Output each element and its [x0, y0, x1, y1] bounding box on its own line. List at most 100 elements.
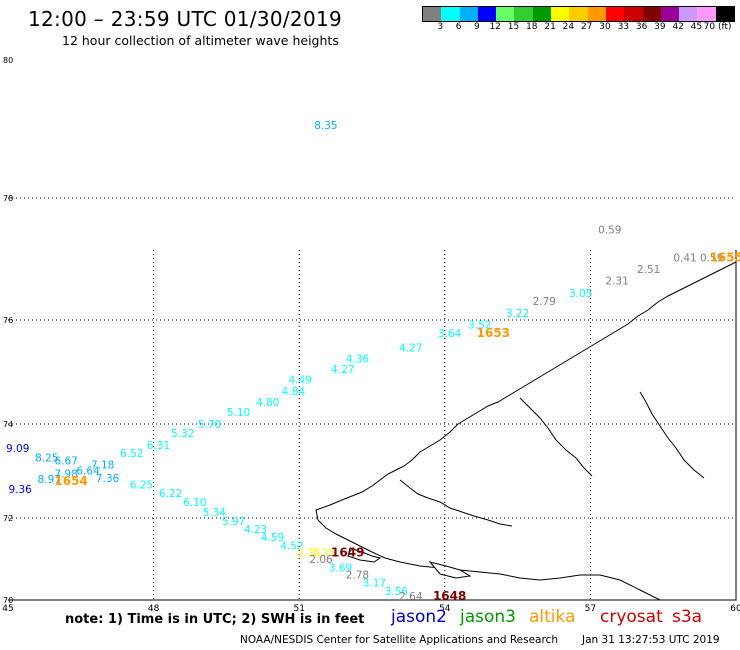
wave-height-value: 6.64	[76, 465, 100, 477]
wave-height-value: 6.22	[159, 488, 182, 500]
color-scale-label: 39	[654, 22, 666, 32]
color-scale-label: 3	[437, 22, 444, 32]
wave-height-value: 3.64	[438, 328, 462, 340]
wave-height-value: 9.36	[8, 484, 32, 496]
map-title: 12:00 – 23:59 UTC 01/30/2019	[28, 7, 343, 31]
wave-height-value: 2.25	[312, 548, 335, 560]
wave-height-value: 4.84	[282, 386, 306, 398]
wave-height-value: 5.97	[222, 516, 245, 528]
wave-height-value: 5.32	[171, 428, 194, 440]
color-swatch	[551, 7, 570, 21]
color-swatch	[624, 7, 643, 21]
wave-height-value: 2.31	[605, 276, 628, 288]
wave-height-value: 4.49	[288, 374, 311, 386]
wave-height-value: 4.27	[331, 364, 354, 376]
satellite-legend-jason3: jason3	[460, 607, 516, 627]
wave-height-value: 3.05	[569, 288, 592, 300]
map-subtitle: 12 hour collection of altimeter wave hei…	[62, 33, 339, 48]
pass-time-label: 1649	[331, 546, 364, 560]
color-swatch	[496, 7, 515, 21]
pass-time-label: 1648	[433, 589, 466, 603]
color-scale-label: 21	[544, 22, 556, 32]
wave-height-value: 2.78	[346, 570, 369, 582]
wave-height-value: 4.59	[261, 532, 284, 544]
wave-height-values: 8.35 0.59 0.41 0.59 2.51 2.31 2.79 3.05 3.22 3.52…	[6, 120, 723, 603]
lat-tick-label: 74	[3, 420, 13, 429]
wave-height-value: 9.09	[6, 443, 29, 455]
satellite-legend-s3a: s3a	[672, 607, 703, 627]
wave-height-value: 3.17	[363, 577, 386, 589]
wave-height-value: 2.64	[399, 591, 423, 603]
axis-tick-labels: 45 48 51 54 57 60 70 72 74 76 78 80	[2, 56, 740, 614]
wave-height-value: 7.98	[55, 469, 78, 481]
wave-height-value: 7.18	[91, 460, 114, 472]
color-scale-label: 6	[455, 22, 462, 32]
wave-height-value: 3.56	[385, 586, 409, 598]
pass-time-labels: 1655 1653 1654 1649 1648	[54, 250, 740, 603]
wave-height-value: 3.69	[329, 562, 352, 574]
color-scale-label: 15	[507, 22, 520, 32]
satellite-legend-jason2: jason2	[391, 607, 447, 627]
wave-height-value: 4.23	[244, 524, 267, 536]
lat-tick-label: 78	[3, 194, 13, 203]
color-scale-label: 70 (ft)	[703, 22, 732, 32]
color-swatch	[532, 7, 552, 21]
lon-tick-label: 60	[730, 604, 740, 614]
graticule	[8, 197, 736, 600]
color-swatch	[514, 7, 533, 21]
wave-height-value: 2.79	[533, 296, 556, 308]
wave-height-value: 8.35	[314, 120, 337, 132]
wave-height-value: 4.80	[256, 397, 279, 409]
wave-height-value: 8.97	[38, 474, 61, 486]
color-swatch	[715, 7, 735, 21]
island-southeast	[428, 561, 472, 579]
wave-height-value: 2.51	[637, 264, 660, 276]
color-scale-label: 42	[672, 22, 684, 32]
wave-height-value: 2.25	[297, 548, 320, 560]
coastline-novaya-zemlya	[315, 261, 737, 601]
wave-height-value: 6.52	[120, 448, 143, 460]
color-scale-label: 12	[489, 22, 501, 32]
color-scale-label: 27	[580, 22, 593, 32]
island-south	[347, 547, 382, 563]
color-scale-labels: 3 6 9 12 15 18 21 24 27 30 33 36 39 42 45 70 (ft)	[422, 22, 740, 34]
lat-tick-label: 72	[3, 514, 13, 523]
wave-height-value: 5.34	[203, 507, 227, 519]
lon-tick-label: 51	[293, 604, 304, 614]
lat-tick-label: 80	[3, 56, 13, 65]
color-scale-bar	[422, 6, 736, 22]
wave-height-value: 4.27	[399, 343, 422, 355]
generation-timestamp: Jan 31 13:27:53 UTC 2019	[582, 634, 720, 646]
color-swatch	[697, 7, 716, 21]
color-swatch	[679, 7, 698, 21]
color-scale-label: 24	[562, 22, 575, 32]
coastline-east-inlet	[639, 391, 705, 479]
lon-tick-label: 45	[2, 604, 13, 614]
wave-height-value: 7.36	[96, 473, 120, 485]
color-scale-label: 33	[617, 22, 630, 32]
wave-height-value: 3.52	[468, 319, 491, 331]
lat-tick-label: 70	[3, 596, 13, 605]
pass-time-label: 1654	[54, 474, 87, 488]
wave-height-value: 6.25	[130, 479, 153, 491]
color-swatch	[605, 7, 625, 21]
footnote: note: 1) Time is in UTC; 2) SWH is in fe…	[65, 612, 365, 627]
color-swatch	[477, 7, 497, 21]
wave-height-value: 0.59	[598, 224, 621, 236]
coastline-inner-bay	[399, 479, 513, 527]
satellite-legend-cryosat: cryosat	[600, 607, 663, 627]
pass-time-label: 1653	[477, 326, 510, 340]
color-swatch	[587, 7, 606, 21]
lat-tick-label: 76	[3, 316, 13, 325]
lon-tick-label: 48	[148, 604, 160, 614]
wave-height-value: 5.70	[198, 419, 221, 431]
color-swatch	[441, 7, 460, 21]
color-swatch	[642, 7, 661, 21]
credit-line: NOAA/NESDIS Center for Satellite Applica…	[240, 634, 558, 646]
wave-height-value: 6.31	[147, 440, 170, 452]
color-swatch	[660, 7, 680, 21]
wave-height-value: 5.10	[227, 407, 250, 419]
color-swatch	[459, 7, 478, 21]
color-scale-label: 45	[690, 22, 703, 32]
wave-height-value: 0.41	[673, 252, 696, 264]
